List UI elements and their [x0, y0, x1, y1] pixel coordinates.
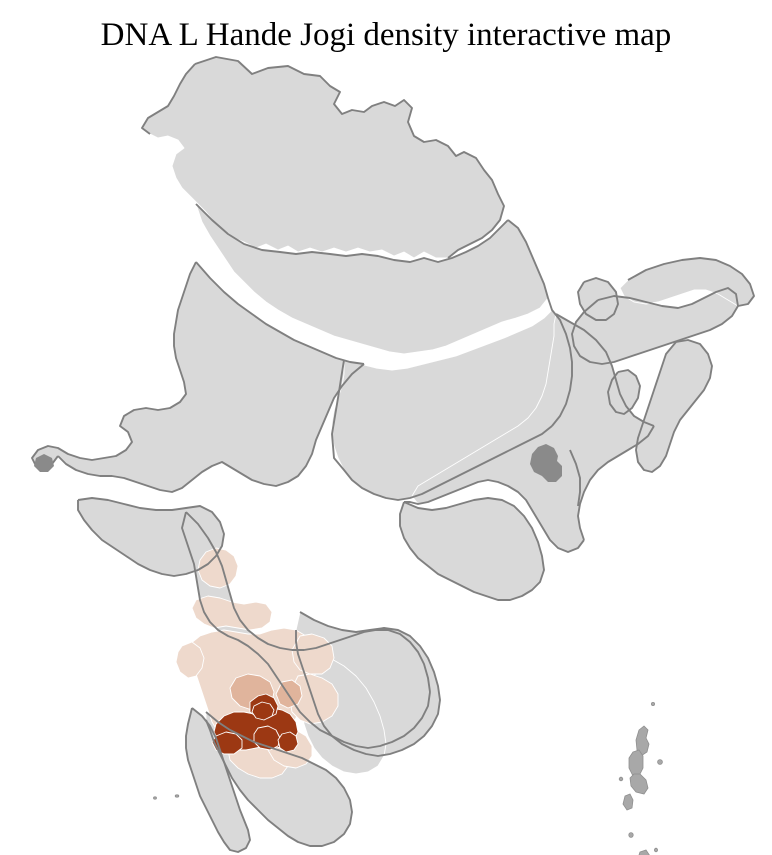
- district-region[interactable]: [278, 732, 298, 752]
- island-marker[interactable]: [636, 726, 649, 756]
- state-border-line: [206, 712, 352, 846]
- state-border-line: [556, 314, 654, 426]
- state-border-line: [32, 262, 196, 470]
- district-region[interactable]: [252, 702, 274, 720]
- state-border-line: [332, 360, 552, 500]
- state-border-line: [508, 220, 572, 426]
- state-border-line: [572, 288, 738, 364]
- island-marker[interactable]: [623, 794, 633, 810]
- andaman-nicobar-islands[interactable]: [619, 702, 662, 855]
- district-region[interactable]: [176, 642, 204, 678]
- island-marker[interactable]: [658, 760, 663, 765]
- state-border-line: [636, 340, 712, 472]
- island-marker[interactable]: [154, 797, 157, 799]
- india-district-choropleth-svg[interactable]: [0, 52, 772, 855]
- state-border-line: [196, 262, 364, 364]
- island-marker[interactable]: [654, 848, 657, 852]
- district-region[interactable]: [542, 460, 562, 482]
- island-marker[interactable]: [629, 833, 633, 838]
- page-title: DNA L Hande Jogi density interactive map: [100, 17, 672, 53]
- state-border-line: [570, 450, 580, 506]
- district-region[interactable]: [192, 596, 272, 630]
- island-marker[interactable]: [651, 702, 654, 705]
- lakshadweep-islands[interactable]: [154, 795, 179, 855]
- state-border-line: [296, 612, 440, 756]
- state-border-line: [58, 364, 364, 492]
- state-border-line: [196, 204, 508, 262]
- state-border-line: [628, 258, 754, 306]
- kutch-tip: [34, 454, 54, 472]
- state-boundaries: [32, 57, 754, 852]
- island-marker[interactable]: [619, 777, 623, 781]
- island-marker[interactable]: [175, 795, 179, 797]
- state-border-line: [608, 370, 640, 414]
- state-border-line: [578, 426, 654, 540]
- state-border-line: [142, 64, 195, 134]
- state-border-line: [182, 512, 430, 748]
- state-border-line: [195, 57, 504, 258]
- map-canvas[interactable]: [0, 52, 772, 855]
- island-marker[interactable]: [630, 774, 648, 794]
- district-region[interactable]: [292, 634, 334, 674]
- state-border-line: [78, 498, 224, 576]
- island-marker[interactable]: [638, 850, 650, 855]
- state-border-line: [404, 480, 584, 552]
- state-border-line: [186, 708, 250, 852]
- state-border-line: [578, 278, 618, 320]
- districts-no-data[interactable]: [32, 57, 754, 852]
- state-border-line: [400, 498, 544, 600]
- district-region[interactable]: [34, 454, 54, 472]
- sundarbans-patch: [530, 444, 562, 482]
